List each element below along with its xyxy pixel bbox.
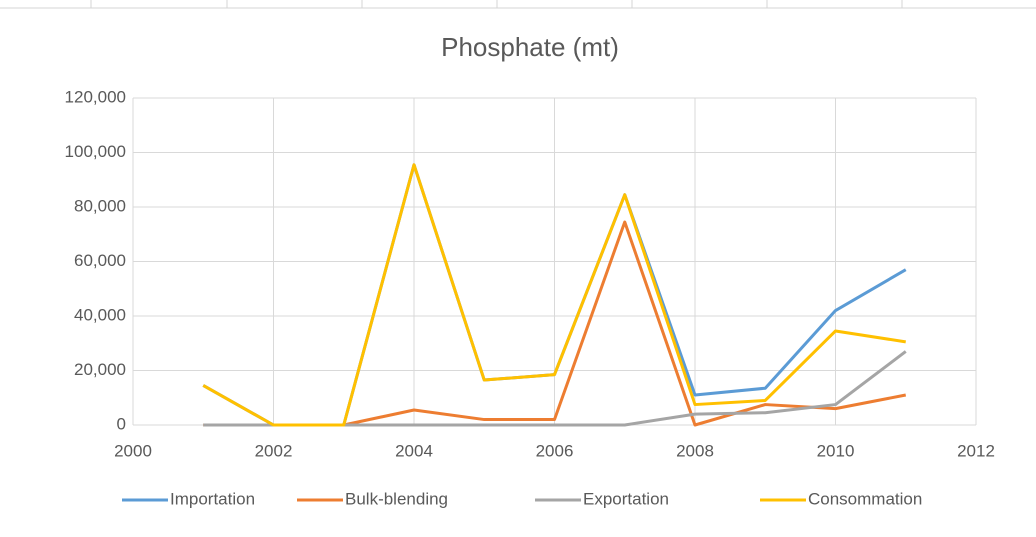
x-tick-label: 2012 <box>957 441 995 460</box>
y-tick-label: 60,000 <box>74 251 126 270</box>
legend-label: Consommation <box>808 489 922 508</box>
x-tick-label: 2008 <box>676 441 714 460</box>
legend-label: Importation <box>170 489 255 508</box>
sheet-cells <box>0 0 1036 9</box>
x-tick-label: 2006 <box>536 441 574 460</box>
y-tick-label: 100,000 <box>65 142 126 161</box>
y-tick-label: 0 <box>117 414 126 433</box>
y-tick-label: 80,000 <box>74 196 126 215</box>
x-tick-label: 2000 <box>114 441 152 460</box>
y-tick-label: 120,000 <box>65 87 126 106</box>
legend-label: Exportation <box>583 489 669 508</box>
x-tick-label: 2004 <box>395 441 433 460</box>
chart-title: Phosphate (mt) <box>441 32 619 62</box>
x-tick-label: 2010 <box>817 441 855 460</box>
series-line <box>202 163 906 427</box>
y-tick-label: 40,000 <box>74 305 126 324</box>
x-tick-label: 2002 <box>255 441 293 460</box>
y-tick-label: 20,000 <box>74 360 126 379</box>
legend-label: Bulk-blending <box>345 489 448 508</box>
